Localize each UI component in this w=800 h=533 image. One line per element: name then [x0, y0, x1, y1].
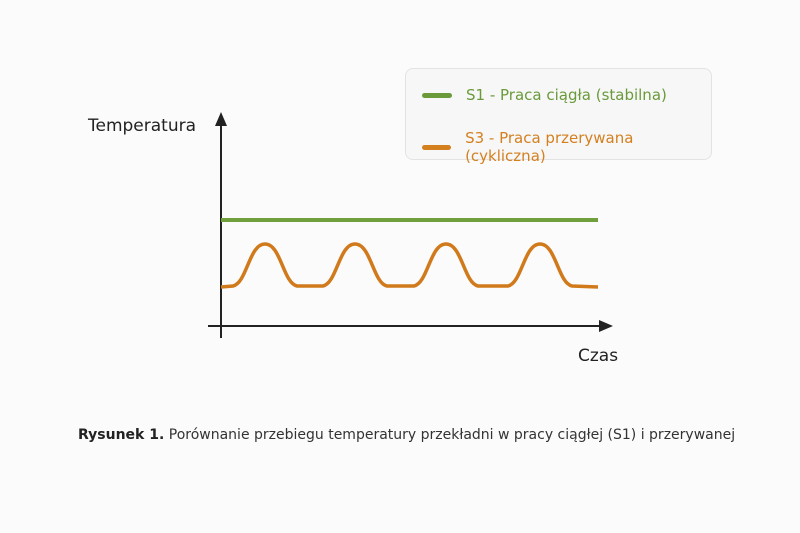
- legend-swatch: [422, 144, 452, 150]
- x-axis-label: Czas: [578, 346, 619, 366]
- legend-swatch: [422, 92, 452, 98]
- caption-label: Rysunek 1.: [78, 427, 165, 443]
- x-axis-arrow: [599, 320, 613, 332]
- y-axis-label: Temperatura: [88, 116, 197, 136]
- y-axis-arrow: [215, 112, 227, 126]
- caption-text: Porównanie przebiegu temperatury przekła…: [168, 427, 736, 443]
- legend-item-s3: S3 - Praca przerywana (cykliczna): [422, 129, 711, 165]
- legend: S1 - Praca ciągła (stabilna) S3 - Praca …: [405, 68, 712, 165]
- s3-wave: [220, 242, 599, 289]
- legend-item-s1: S1 - Praca ciągła (stabilna): [422, 86, 667, 104]
- legend-label: S1 - Praca ciągła (stabilna): [466, 86, 667, 104]
- figure-caption: Rysunek 1. Porównanie przebiegu temperat…: [78, 427, 735, 443]
- legend-label: S3 - Praca przerywana (cykliczna): [465, 129, 634, 165]
